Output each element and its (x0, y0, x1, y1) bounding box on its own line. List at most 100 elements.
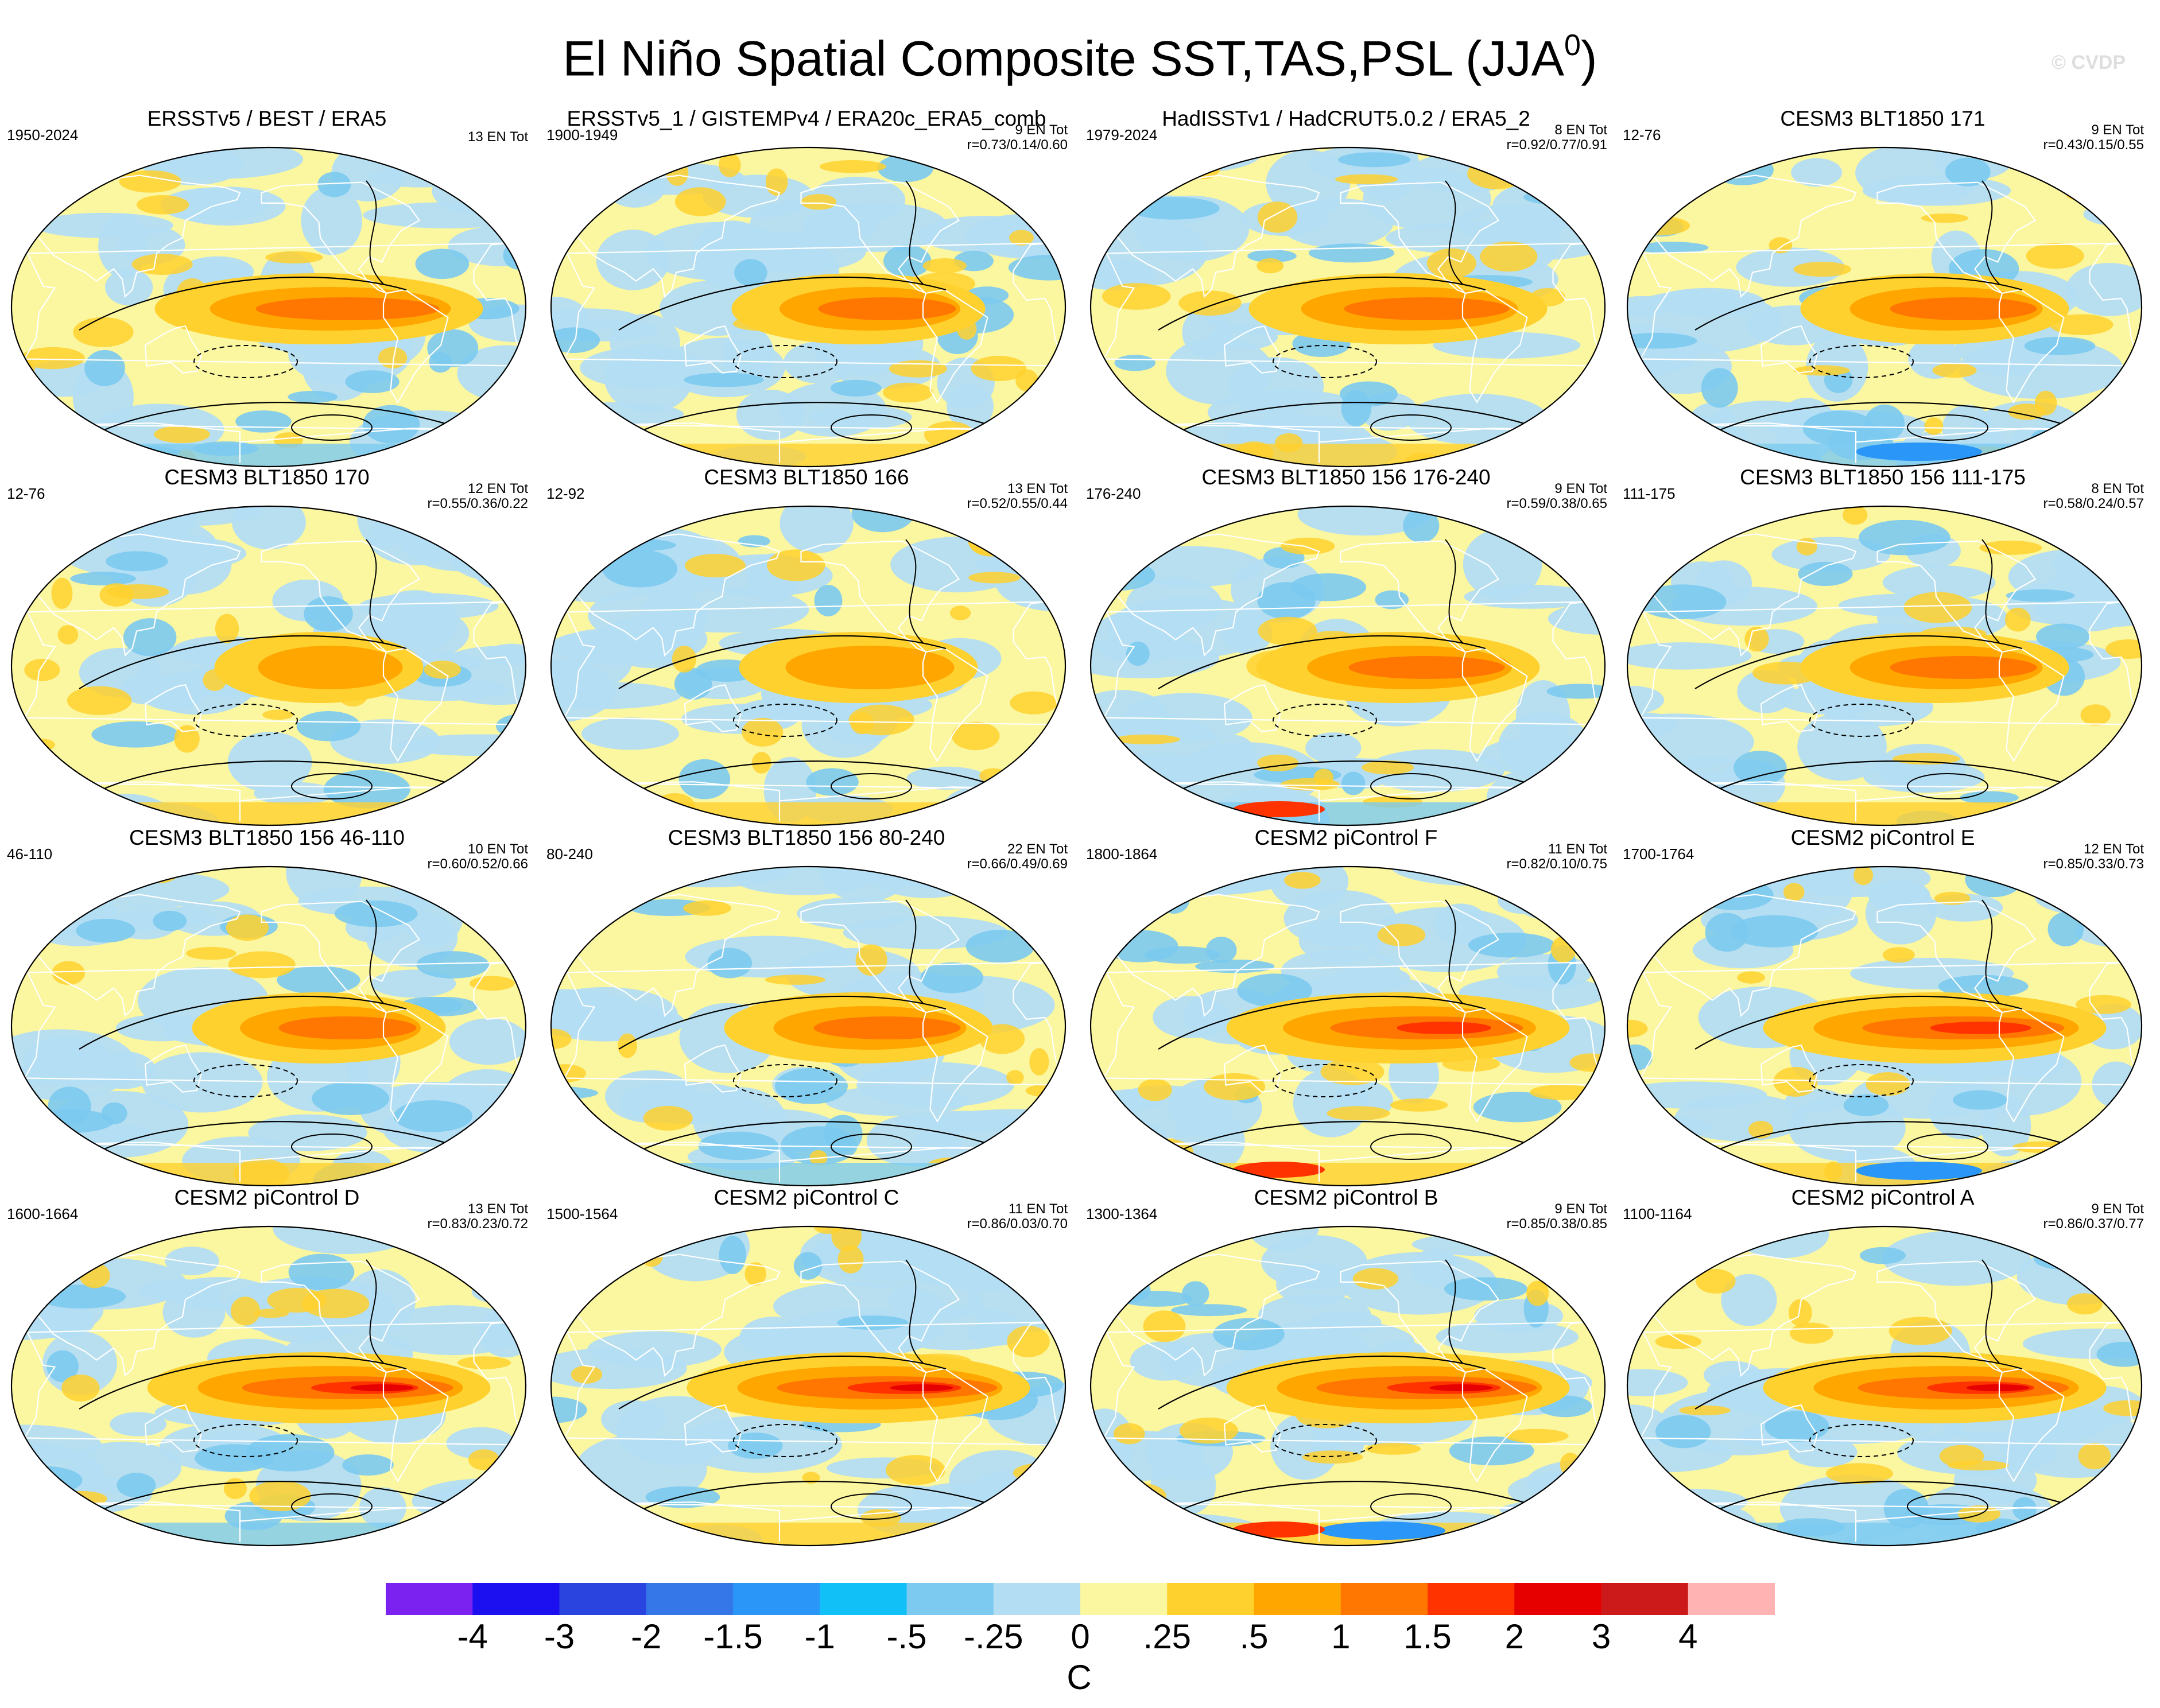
anomaly-blob-positive (186, 946, 236, 960)
psl-contour-positive-closed (831, 773, 912, 799)
watermark: © CVDP (2052, 52, 2126, 73)
anomaly-blob-negative (1153, 996, 1230, 1038)
anomaly-blob-negative (1882, 1230, 2031, 1286)
anomaly-blob-negative (1530, 1125, 1605, 1169)
psl-contour-positive (96, 760, 459, 793)
anomaly-blob-positive (1327, 1106, 1390, 1121)
anomaly-blob-positive (2064, 785, 2095, 796)
panel-title: ERSSTv5_1 / GISTEMPv4 / ERA20c_ERA5_comb (567, 107, 1046, 130)
anomaly-blob-positive (2080, 704, 2111, 726)
anomaly-blob-positive (1480, 241, 1538, 272)
antarctic-warm-patch (1233, 1162, 1325, 1178)
anomaly-blob-negative (809, 176, 906, 223)
anomaly-blob-negative (110, 1412, 167, 1437)
anomaly-blob-negative-strong (11, 1226, 55, 1245)
anomaly-blob-negative (1020, 1131, 1065, 1186)
anomaly-blob-negative (1652, 288, 1765, 317)
anomaly-blob-negative-strong (1008, 255, 1065, 281)
anomaly-blob-positive (802, 1472, 820, 1484)
anomaly-blob-positive (672, 646, 697, 673)
anomaly-blob-positive (1284, 872, 1321, 889)
psl-contour-positive-closed (291, 773, 373, 799)
anomaly-blob-negative (1207, 389, 1368, 435)
anomaly-blob-negative (2052, 1522, 2142, 1546)
panel-event-count: 12 EN Tot (468, 481, 528, 496)
coastline-australia (1760, 1404, 1818, 1453)
anomaly-blob-positive (1657, 791, 1699, 814)
anomaly-blob-negative-strong (2073, 506, 2103, 533)
anomaly-blob-negative-strong (479, 760, 517, 774)
enso-tongue-peak (350, 1384, 414, 1392)
coastline-samerica (922, 289, 988, 404)
map-svg (550, 146, 1067, 468)
anomaly-blob-negative-strong (11, 1267, 49, 1301)
anomaly-blob-negative (1627, 642, 1752, 670)
psl-contour-negative (733, 1424, 837, 1457)
anomaly-blob-negative-strong (1546, 684, 1605, 699)
anomaly-blob-positive (1696, 1269, 1736, 1294)
anomaly-blob-positive (922, 258, 967, 273)
anomaly-blob-negative-strong (63, 1504, 108, 1519)
colorbar-tick-label: .5 (1239, 1617, 1269, 1656)
coastline-namerica (800, 540, 960, 653)
psl-contour-positive (1445, 899, 1463, 1004)
anomaly-blob-negative-strong (153, 910, 187, 931)
coastline-africa (1639, 601, 2141, 725)
psl-contour-positive (1712, 1121, 2074, 1153)
anomaly-blob-positive (1091, 593, 1100, 614)
panel-period: 1800-1864 (1086, 845, 1158, 863)
psl-contour-positive (96, 1481, 459, 1513)
anomaly-blob-positive (154, 425, 210, 443)
anomaly-blob-positive (1029, 1048, 1049, 1076)
psl-contour-positive-closed (1907, 1493, 1988, 1520)
anomaly-blob-negative-strong (1473, 1092, 1562, 1123)
anomaly-blob-positive (457, 1356, 511, 1369)
anomaly-blob-positive (801, 194, 837, 210)
anomaly-blob-positive (73, 317, 134, 347)
anomaly-blob-negative (780, 506, 854, 554)
anomaly-blob-negative (301, 186, 362, 255)
panel-event-count: 9 EN Tot (2091, 122, 2144, 138)
anomaly-blob-negative-strong (1627, 1044, 1653, 1071)
psl-contour-positive (1694, 276, 2023, 331)
coastline-samerica (1461, 647, 1528, 763)
anomaly-blob-positive (1793, 365, 1850, 376)
panel-period: 1950-2024 (7, 126, 79, 143)
panel-event-count: 12 EN Tot (2084, 841, 2144, 857)
psl-contour-positive-closed (1370, 414, 1452, 441)
anomaly-blob-positive (1853, 867, 1874, 886)
psl-contour-negative (1273, 704, 1377, 737)
anomaly-blob-negative-strong (2025, 1535, 2112, 1546)
colorbar-units: C (1067, 1658, 1092, 1697)
psl-contour-negative (1809, 704, 1914, 737)
coastline-australia (1223, 684, 1281, 732)
coastline-asia (1637, 1253, 1857, 1377)
anomaly-blob-positive (742, 717, 784, 747)
coastline-australia (144, 684, 202, 732)
anomaly-blob-positive (1010, 691, 1057, 715)
anomaly-blob-negative-strong (1523, 189, 1605, 205)
anomaly-blob-positive (683, 900, 731, 916)
anomaly-blob-positive (18, 185, 40, 211)
panel-title: CESM3 BLT1850 166 (704, 465, 909, 489)
antarctic-band (1091, 444, 1605, 467)
anomaly-blob-negative-strong (1115, 1232, 1173, 1244)
anomaly-blob-positive (643, 1105, 693, 1131)
colorbar-swatch (646, 1583, 734, 1615)
anomaly-blob-negative-strong (429, 352, 452, 373)
anomaly-blob-negative (1520, 147, 1605, 168)
anomaly-blob-negative-strong (707, 948, 753, 979)
psl-contour-positive (618, 995, 947, 1050)
panel-event-count: 10 EN Tot (468, 841, 528, 857)
coastline-africa (24, 961, 525, 1086)
antarctic-band (551, 802, 1065, 825)
anomaly-blob-positive (850, 712, 874, 735)
enso-tongue-core (1930, 1022, 2031, 1035)
anomaly-blob-negative-strong (1765, 1411, 1829, 1442)
psl-contour-positive (1445, 539, 1463, 643)
anomaly-blob-positive (1143, 1310, 1186, 1342)
antarctic-band (1091, 802, 1605, 825)
enso-tongue-inner (813, 1016, 961, 1040)
coastline-samerica (1461, 1008, 1528, 1123)
map-border (550, 1225, 1067, 1547)
